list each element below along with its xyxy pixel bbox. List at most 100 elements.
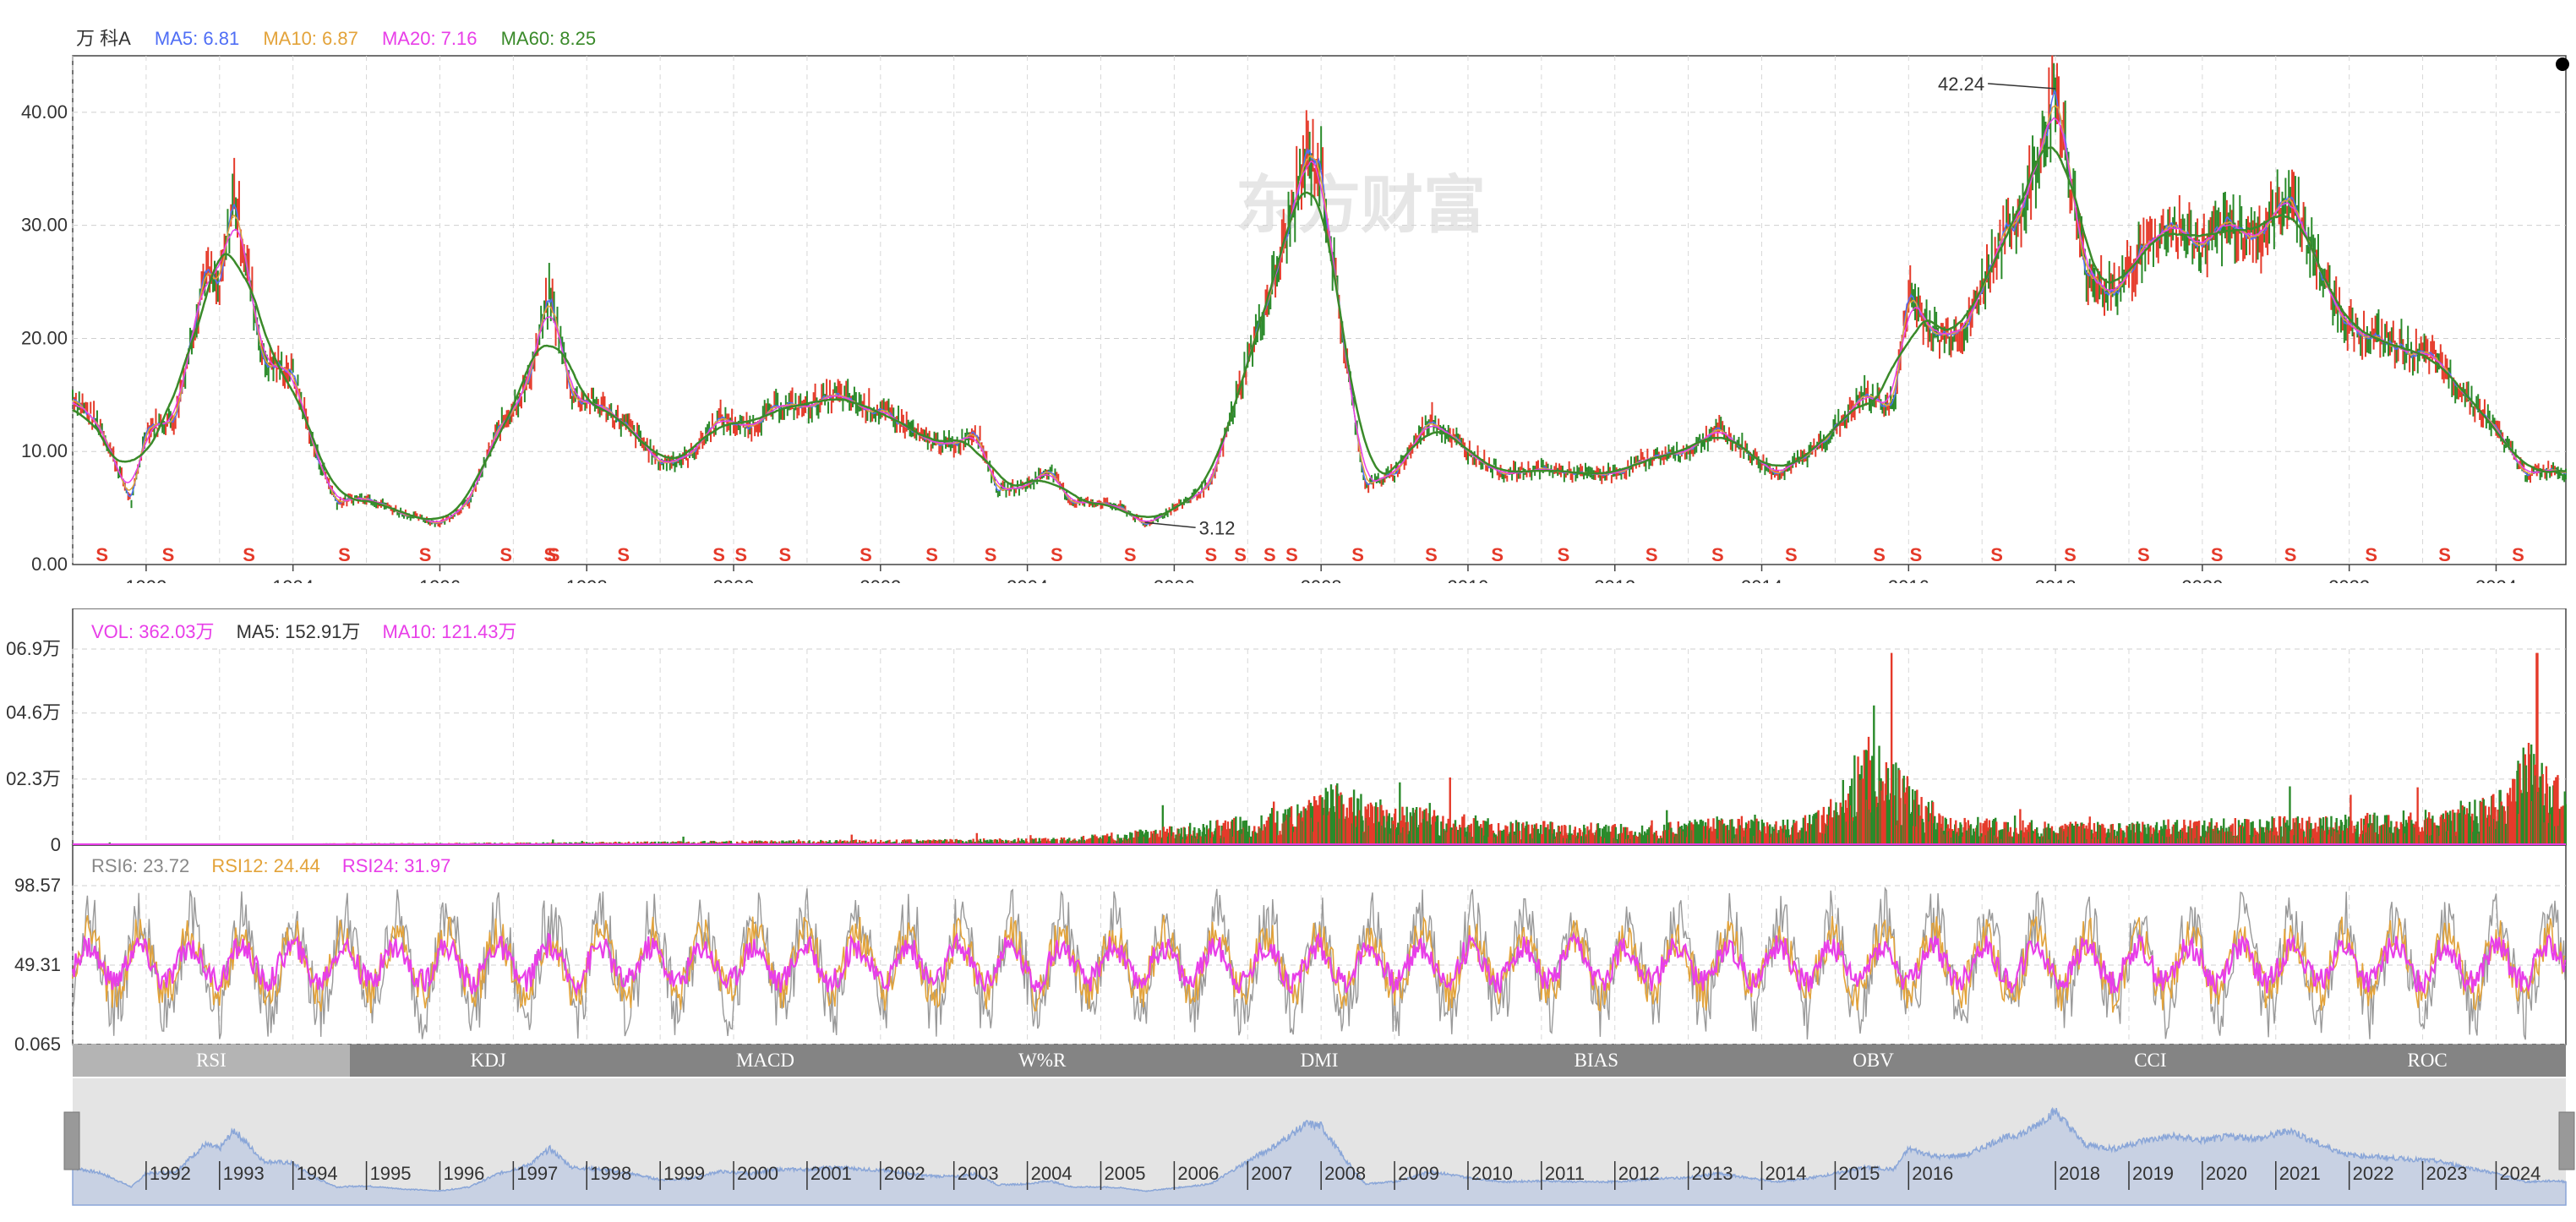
dividend-marker-icon: S	[162, 544, 175, 565]
dividend-marker-icon: S	[2211, 544, 2224, 565]
navigator-x-tick-label: 1997	[516, 1163, 558, 1184]
dividend-marker-icon: S	[243, 544, 255, 565]
volume-y-tick-label: 06.9万	[6, 638, 61, 659]
rsi-y-tick-label: 49.31	[14, 954, 61, 975]
tab-roc[interactable]: ROC	[2407, 1050, 2448, 1071]
ma60-line	[72, 146, 2567, 521]
navigator-x-tick-label: 2006	[1177, 1163, 1219, 1184]
price-x-tick-label: 2018	[2035, 576, 2077, 583]
price-x-tick-label: 2020	[2181, 576, 2223, 583]
navigator-area	[72, 1106, 2567, 1206]
tab-wr[interactable]: W%R	[1018, 1050, 1067, 1071]
navigator-x-tick-label: 1993	[223, 1163, 265, 1184]
navigator-x-tick-label: 2024	[2499, 1163, 2541, 1184]
price-x-axis: 1992 1994 1996 1998 2000 2002 2004 2006 2008 2010…	[125, 565, 2517, 583]
low-annotation-label: 3.12	[1199, 517, 1236, 538]
rsi-y-axis: 0.065 49.31 98.57	[14, 875, 61, 1055]
navigator-x-tick-label: 2003	[958, 1163, 999, 1184]
dividend-marker-icon: S	[925, 544, 938, 565]
navigator-x-tick-label: 2002	[884, 1163, 925, 1184]
low-annotation-arrow	[1144, 521, 1196, 529]
volume-y-axis: 0 02.3万 04.6万 06.9万	[6, 638, 61, 855]
dividend-marker-icon: S	[1425, 544, 1438, 565]
dividend-marker-icon: S	[617, 544, 630, 565]
tab-macd[interactable]: MACD	[735, 1050, 794, 1071]
ma5-line	[72, 89, 2567, 526]
price-y-tick-label: 40.00	[21, 101, 68, 123]
rsi24-legend: RSI24: 31.97	[341, 855, 451, 876]
navigator-left-handle[interactable]	[63, 1111, 80, 1170]
dividend-marker-icon: S	[543, 544, 556, 565]
price-x-tick-label: 2014	[1741, 576, 1782, 583]
navigator-x-tick-label: 1992	[150, 1163, 191, 1184]
dividend-marker-icon: S	[499, 544, 512, 565]
price-x-tick-label: 2000	[713, 576, 755, 583]
navigator-x-tick-label: 2000	[737, 1163, 778, 1184]
stock-name: 万 科A	[76, 28, 131, 49]
price-y-tick-label: 10.00	[21, 440, 68, 461]
volume-bars	[71, 652, 2568, 845]
rsi24-line	[71, 931, 2567, 996]
tab-rsi[interactable]: RSI	[73, 1045, 350, 1077]
dividend-marker-icon: S	[419, 544, 432, 565]
dividend-marker-icon: S	[1491, 544, 1504, 565]
navigator-x-tick-label: 2014	[1766, 1163, 1807, 1184]
dividend-marker-icon: S	[1263, 544, 1276, 565]
navigator-x-tick-label: 2011	[1545, 1163, 1585, 1184]
navigator-right-handle[interactable]	[2558, 1111, 2575, 1170]
navigator-x-tick-label: 2022	[2353, 1163, 2394, 1184]
volume-y-tick-label: 02.3万	[6, 768, 61, 789]
navigator-x-tick-label: 1994	[297, 1163, 338, 1184]
dividend-marker-icon: S	[712, 544, 725, 565]
rsi-y-tick-label: 0.065	[14, 1034, 61, 1055]
range-navigator[interactable]: 1992 1993 1994 1995 1996 1997 1998 1999 2000 2001…	[0, 1078, 2576, 1222]
rsi6-legend: RSI6: 23.72	[91, 855, 190, 876]
indicator-tabs: RSI KDJ MACD W%R DMI BIAS OBV CCI ROC	[73, 1045, 2566, 1077]
dividend-marker-icon: S	[1351, 544, 1364, 565]
navigator-x-tick-label: 2008	[1324, 1163, 1366, 1184]
dividend-marker-icon: S	[1234, 544, 1247, 565]
price-y-axis: 0.00 10.00 20.00 30.00 40.00	[21, 101, 68, 575]
ma20-line	[72, 117, 2567, 523]
volume-legend: VOL: 362.03万 MA5: 152.91万 MA10: 121.43万	[91, 617, 517, 644]
dividend-marker-icon: S	[1785, 544, 1798, 565]
navigator-x-axis: 1992 1993 1994 1995 1996 1997 1998 1999 2000 2001…	[145, 1161, 2541, 1190]
price-x-tick-label: 1996	[419, 576, 461, 583]
tab-kdj[interactable]: KDJ	[470, 1050, 506, 1071]
volume-chart[interactable]: 0 02.3万 04.6万 06.9万	[0, 608, 2576, 862]
price-x-tick-label: 2012	[1594, 576, 1635, 583]
navigator-x-tick-label: 2012	[1618, 1163, 1660, 1184]
dividend-marker-icon: S	[2512, 544, 2524, 565]
drag-handle-icon[interactable]	[2556, 57, 2569, 71]
tab-cci[interactable]: CCI	[2134, 1050, 2167, 1071]
navigator-x-tick-label: 1996	[443, 1163, 484, 1184]
vol-ma5-legend: MA5: 152.91万	[236, 621, 361, 642]
navigator-x-tick-label: 2020	[2206, 1163, 2247, 1184]
navigator-x-tick-label: 2010	[1471, 1163, 1513, 1184]
price-y-tick-label: 30.00	[21, 215, 68, 236]
tab-obv[interactable]: OBV	[1853, 1050, 1894, 1071]
navigator-x-tick-label: 1995	[370, 1163, 412, 1184]
navigator-x-tick-label: 1999	[663, 1163, 705, 1184]
volume-gridlines	[72, 648, 2566, 845]
navigator-x-tick-label: 2013	[1692, 1163, 1733, 1184]
dividend-marker-icon: S	[1285, 544, 1298, 565]
ma20-legend: MA20: 7.16	[381, 28, 478, 49]
dividend-marker-icon: S	[1051, 544, 1063, 565]
tab-dmi[interactable]: DMI	[1300, 1050, 1339, 1071]
vol-ma10-legend: MA10: 121.43万	[382, 621, 517, 642]
tab-bias[interactable]: BIAS	[1574, 1050, 1618, 1071]
navigator-x-tick-label: 2016	[1912, 1163, 1953, 1184]
price-x-tick-label: 1992	[125, 576, 166, 583]
dividend-marker-icon: S	[338, 544, 351, 565]
rsi-chart[interactable]: 0.065 49.31 98.57	[0, 845, 2576, 1056]
rsi6-line	[72, 886, 2566, 1040]
high-annotation-arrow	[1988, 83, 2056, 90]
price-legend: 万 科A MA5: 6.81 MA10: 6.87 MA20: 7.16 MA6…	[76, 24, 614, 51]
dividend-marker-icon: S	[860, 544, 872, 565]
dividend-marker-icon: S	[1910, 544, 1923, 565]
ma5-legend: MA5: 6.81	[154, 28, 240, 49]
price-x-tick-label: 1994	[272, 576, 314, 583]
dividend-marker-icon: S	[2137, 544, 2150, 565]
